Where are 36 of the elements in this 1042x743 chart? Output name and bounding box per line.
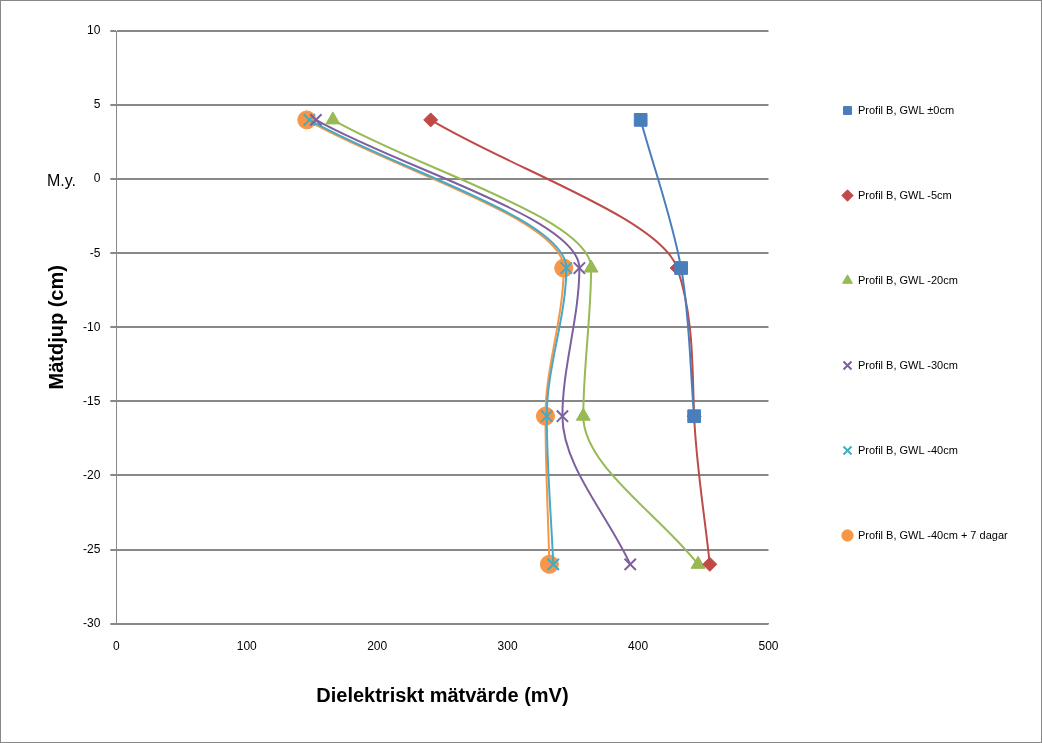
point — [575, 407, 591, 421]
legend-label: Profil B, GWL ±0cm — [858, 103, 955, 116]
point — [674, 261, 688, 275]
y-tick-label: -25 — [83, 541, 101, 556]
point — [309, 113, 323, 127]
point — [702, 556, 718, 572]
y-tick-label: 0 — [93, 171, 101, 186]
point — [423, 112, 439, 128]
y-tick-label: 5 — [93, 97, 101, 112]
x-tick-label: 400 — [628, 639, 649, 654]
x-tick-label: 200 — [367, 639, 388, 654]
y-axis-title: Mätdjup (cm) — [44, 265, 67, 390]
legend-label: Profil B, GWL -20cm — [858, 273, 958, 286]
x-tick-label: 100 — [236, 639, 258, 654]
y-tick-label: 10 — [86, 23, 101, 38]
x-tick-label: 300 — [497, 639, 518, 654]
y-tick-label: -15 — [83, 393, 101, 408]
x-axis-title: Dielektriskt mätvärde (mV) — [316, 683, 569, 706]
legend-label: Profil B, GWL -40cm — [858, 443, 958, 456]
y-tick-label: -10 — [83, 319, 101, 334]
point — [555, 409, 570, 423]
x-tick-label: 0 — [113, 639, 120, 654]
x-tick-label: 500 — [758, 639, 779, 654]
point — [623, 557, 637, 571]
point — [690, 555, 706, 569]
text: M.y. — [47, 172, 77, 190]
point — [325, 111, 341, 125]
legend-label: Profil B, GWL -40cm + 7 dagar — [858, 528, 1009, 541]
y-tick-label: -20 — [83, 467, 101, 482]
point — [572, 261, 587, 275]
legend-label: Profil B, GWL -5cm — [858, 188, 952, 201]
y-tick-label: -5 — [89, 245, 101, 260]
point — [633, 113, 648, 127]
y-tick-label: -30 — [83, 615, 101, 630]
legend-label: Profil B, GWL -30cm — [858, 358, 958, 371]
point — [583, 259, 599, 273]
